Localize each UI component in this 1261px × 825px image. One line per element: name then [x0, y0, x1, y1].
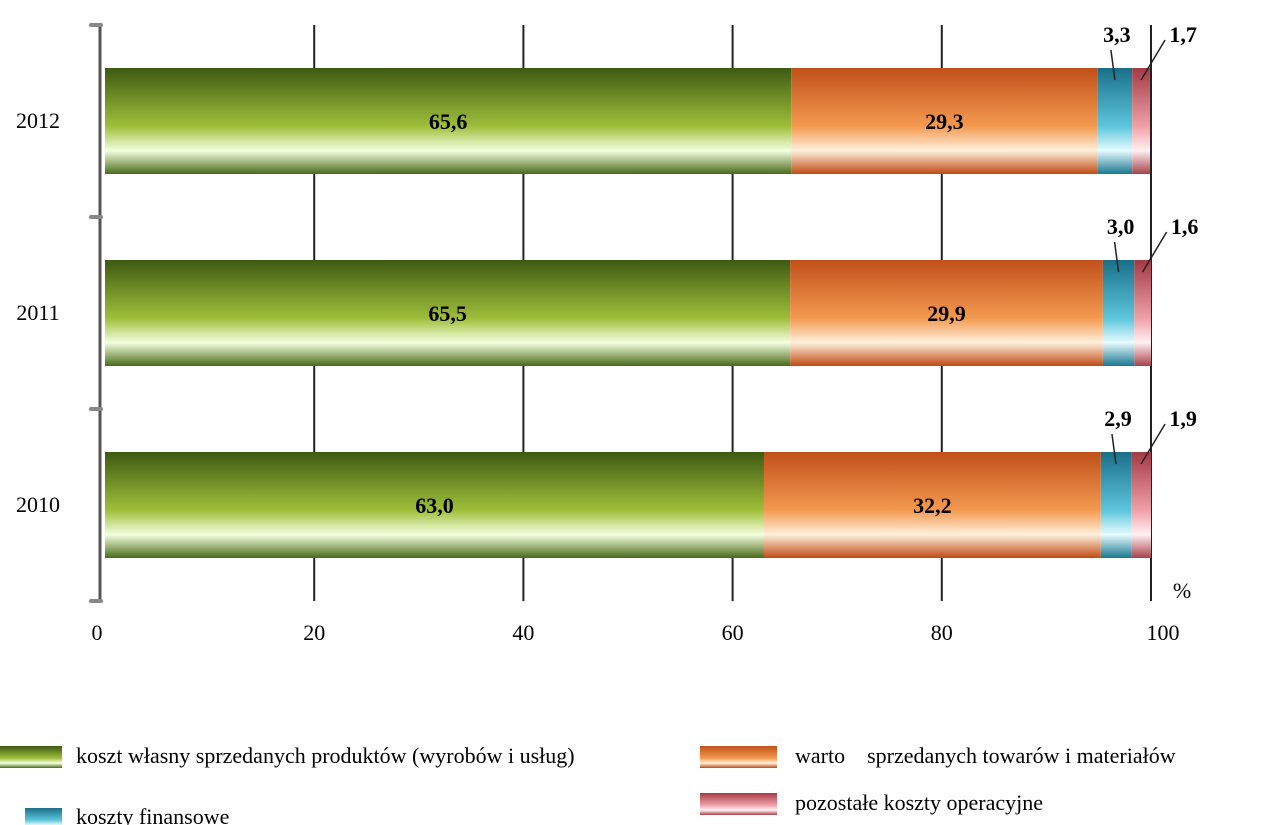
legend: koszt własny sprzedanych produktów (wyro… [0, 743, 1176, 825]
x-tick-label: 100 [1147, 620, 1180, 645]
data-label: 3,3 [1103, 22, 1131, 47]
legend-swatch [25, 808, 62, 825]
bar-segment [1100, 452, 1132, 558]
category-label: 2011 [16, 300, 59, 325]
legend-swatch [700, 793, 777, 815]
leader-line [1111, 433, 1117, 465]
data-label: 1,9 [1169, 406, 1197, 431]
x-tick-label: 60 [722, 620, 744, 645]
bar-segment [105, 260, 791, 366]
x-tick-label: 0 [92, 620, 103, 645]
bar-segment [1132, 68, 1150, 174]
leader-line [1141, 231, 1168, 273]
leader-line [1113, 241, 1120, 273]
data-label: 32,2 [913, 493, 952, 518]
bars [105, 68, 1151, 558]
legend-label: pozostałe koszty operacyjne [795, 790, 1043, 815]
category-label: 2012 [16, 108, 60, 133]
data-label: 29,3 [925, 109, 964, 134]
legend-label: koszt własny sprzedanych produktów (wyro… [76, 743, 575, 768]
data-label: 1,7 [1169, 22, 1197, 47]
bar-segment [105, 68, 792, 174]
labels: 0 20 40 60 80 100 65,6 29,3 3,3 1,7 2012 65,5 29,9 3,… [16, 22, 1198, 645]
bar-segment [1102, 260, 1135, 366]
y-axis [89, 23, 103, 603]
data-label: 29,9 [927, 301, 966, 326]
category-label: 2010 [16, 492, 60, 517]
data-label: 63,0 [415, 493, 454, 518]
legend-swatch [700, 746, 777, 768]
leader-line [1140, 39, 1166, 81]
x-tick-label: 20 [303, 620, 325, 645]
bar-segment [1131, 452, 1151, 558]
bar-segment [791, 68, 1098, 174]
legend-label: warto sprzedanych towarów i materiałów [795, 743, 1176, 768]
bar-segment [1097, 68, 1133, 174]
bar-segment [763, 452, 1101, 558]
bar-segment [105, 452, 764, 558]
x-tick-label: 40 [512, 620, 534, 645]
bar-segment [1134, 260, 1151, 366]
bar-segment [790, 260, 1103, 366]
data-label: 65,5 [428, 301, 467, 326]
legend-label: koszty finansowe [76, 804, 229, 825]
leader-line [1110, 49, 1116, 81]
data-label: 3,0 [1107, 214, 1135, 239]
x-tick-label: 80 [931, 620, 953, 645]
data-label: 2,9 [1104, 406, 1132, 431]
legend-swatch [0, 746, 62, 768]
leader-line [1140, 423, 1166, 465]
data-label: 65,6 [429, 109, 468, 134]
unit-label: % [1173, 578, 1191, 603]
data-label: 1,6 [1171, 214, 1199, 239]
